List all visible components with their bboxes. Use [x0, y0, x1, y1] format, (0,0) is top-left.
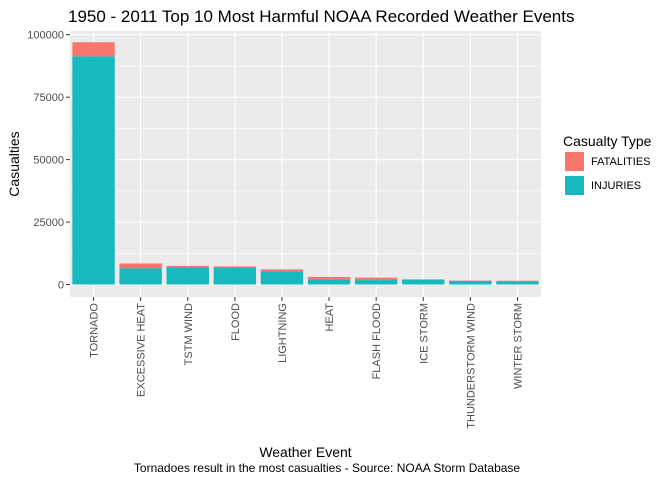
x-tick-label: LIGHTNING [277, 303, 289, 363]
bar-injuries [307, 279, 351, 285]
x-tick-label: ICE STORM [418, 303, 430, 364]
chart-title: 1950 - 2011 Top 10 Most Harmful NOAA Rec… [68, 7, 575, 26]
y-tick-label: 100000 [27, 30, 64, 42]
x-axis: TORNADO EXCESSIVE HEAT TSTM WIND FLOOD LIGHT… [89, 297, 524, 429]
bar-fatalities [260, 269, 304, 272]
bar-injuries [496, 281, 539, 285]
x-axis-title: Weather Event [259, 444, 351, 460]
bar-fatalities [213, 266, 257, 268]
bar-injuries [119, 268, 162, 285]
y-axis: 0 25000 50000 75000 100000 [27, 30, 70, 292]
bar-injuries [354, 280, 398, 285]
bars [72, 42, 539, 285]
x-tick-label: FLOOD [230, 303, 242, 341]
bar-injuries [449, 280, 492, 285]
legend-swatch [565, 152, 584, 171]
bar-injuries [260, 271, 304, 285]
bar-fatalities [166, 265, 209, 268]
x-tick-label: TORNADO [89, 303, 101, 358]
legend-title: Casualty Type [563, 133, 652, 149]
legend: Casualty Type FATALITIES INJURIES [563, 133, 652, 195]
bar-injuries [213, 267, 257, 285]
y-tick-label: 50000 [33, 155, 64, 167]
bar-injuries [402, 279, 445, 285]
x-tick-label: TSTM WIND [183, 303, 195, 365]
x-tick-label: HEAT [324, 303, 336, 332]
bar-fatalities [496, 280, 539, 282]
y-tick-label: 0 [58, 280, 64, 292]
bar-fatalities [119, 263, 162, 269]
legend-swatch [565, 176, 584, 195]
x-tick-label: WINTER STORM [512, 303, 524, 389]
legend-label: FATALITIES [591, 156, 651, 168]
bar-fatalities [72, 42, 115, 57]
x-tick-label: THUNDERSTORM WIND [465, 303, 477, 429]
legend-label: INJURIES [591, 180, 641, 192]
chart-caption: Tornadoes result in the most casualties … [134, 461, 521, 475]
y-axis-title: Casualties [6, 131, 22, 196]
bar-fatalities [307, 276, 351, 280]
bar-fatalities [354, 277, 398, 281]
x-tick-label: EXCESSIVE HEAT [136, 303, 148, 397]
x-tick-label: FLASH FLOOD [371, 303, 383, 379]
y-tick-label: 75000 [33, 92, 64, 104]
y-tick-label: 25000 [33, 217, 64, 229]
bar-injuries [166, 267, 209, 285]
bar-injuries [72, 56, 115, 285]
plot-panel [70, 31, 541, 297]
